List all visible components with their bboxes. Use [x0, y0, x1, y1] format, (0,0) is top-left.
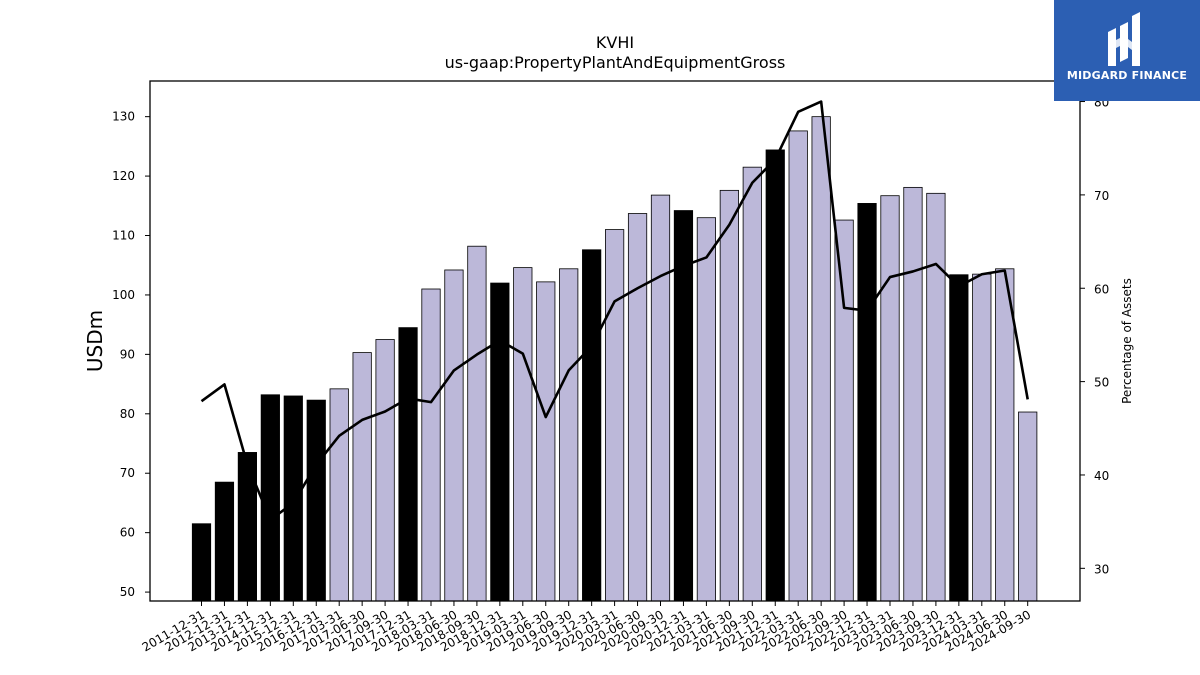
bar-2023-12-31 [949, 274, 969, 602]
bar-2017-06-30 [352, 352, 372, 602]
bar-2021-09-30 [742, 166, 762, 602]
bar-2021-06-30 [719, 189, 739, 602]
bar-2017-12-31 [398, 327, 418, 602]
bar-2024-06-30 [995, 268, 1015, 602]
y-tick-label: 90 [120, 347, 135, 361]
x-axis: 2011-12-312012-12-312013-12-312014-12-31… [140, 601, 1033, 654]
bar-2011-12-31 [191, 523, 212, 602]
y-tick-label: 100 [112, 288, 135, 302]
logo-text: MIDGARD FINANCE [1066, 69, 1188, 82]
y-tick-label: 110 [112, 229, 135, 243]
bar-2018-06-30 [444, 269, 464, 602]
bar-2013-12-31 [237, 452, 257, 602]
bar-2024-09-30 [1018, 411, 1038, 602]
bar-2022-06-30 [811, 116, 831, 602]
y-axis-label: USDm [83, 310, 107, 372]
percentage-of-assets-line [200, 100, 1029, 522]
y2-tick-label: 40 [1094, 469, 1109, 483]
bar-2023-06-30 [903, 186, 923, 602]
bar-2020-03-31 [605, 229, 625, 602]
bar-2024-03-31 [972, 273, 992, 602]
bar-2022-09-30 [834, 219, 854, 602]
y2-tick-label: 60 [1094, 282, 1109, 296]
logo-mark-icon [1108, 12, 1140, 66]
bar-series [191, 116, 1038, 602]
bar-2017-03-31 [329, 388, 349, 602]
y2-tick-label: 70 [1094, 189, 1109, 203]
chart-title: KVHI [596, 33, 634, 52]
y2-axis-label: Percentage of Assets [1120, 278, 1134, 404]
y-tick-label: 50 [120, 585, 135, 599]
bar-2019-06-30 [536, 281, 556, 602]
bar-2021-03-31 [696, 217, 717, 602]
y-tick-label: 130 [112, 110, 135, 124]
bar-2012-12-31 [214, 481, 235, 602]
bar-2020-09-30 [650, 194, 671, 602]
bar-2016-12-31 [306, 399, 326, 602]
line-series [200, 100, 1029, 522]
bar-2017-09-30 [375, 339, 395, 602]
bar-2020-06-30 [627, 213, 648, 602]
bar-2018-12-31 [490, 282, 510, 602]
bar-2019-09-30 [559, 268, 579, 602]
bar-2022-12-31 [857, 203, 877, 602]
y-tick-label: 60 [120, 526, 135, 540]
chart-subtitle: us-gaap:PropertyPlantAndEquipmentGross [445, 53, 786, 72]
bar-2023-03-31 [880, 195, 900, 602]
y2-tick-label: 30 [1094, 562, 1109, 576]
bar-2014-12-31 [260, 394, 280, 602]
bar-2018-09-30 [467, 245, 487, 602]
bar-2023-09-30 [926, 192, 946, 602]
bar-2022-03-31 [788, 130, 808, 602]
bar-2018-03-31 [421, 288, 441, 602]
y-tick-label: 80 [120, 407, 135, 421]
y-tick-label: 70 [120, 466, 135, 480]
midgard-finance-logo: MIDGARD FINANCE [1054, 0, 1200, 101]
bar-2015-12-31 [283, 395, 303, 602]
bar-2021-12-31 [765, 149, 785, 602]
y-axis-left: 50 60 70 80 90 100 110 120 130 [112, 110, 150, 599]
bar-2019-03-31 [513, 267, 533, 602]
bar-2019-12-31 [582, 249, 602, 602]
y2-tick-label: 50 [1094, 376, 1109, 390]
y-tick-label: 120 [112, 169, 135, 183]
